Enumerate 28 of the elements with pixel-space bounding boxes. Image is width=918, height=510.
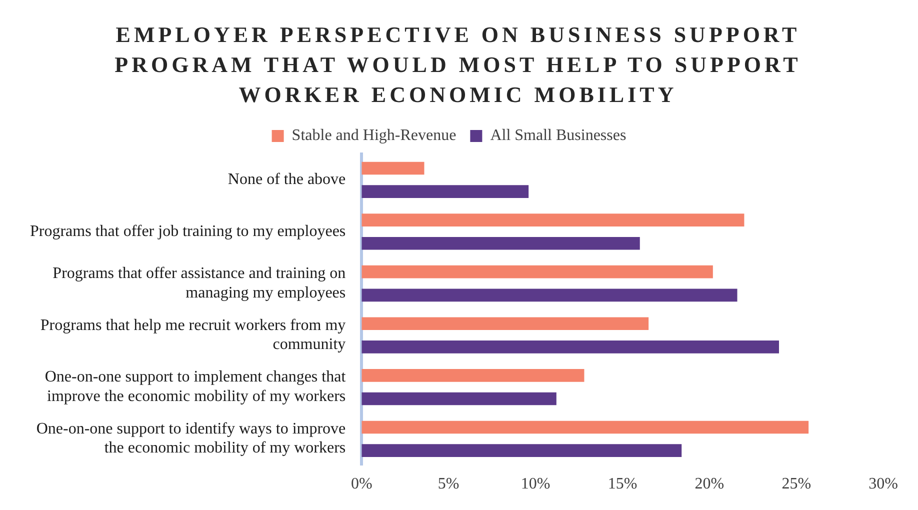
bar [362,392,556,406]
x-tick-label: 5% [438,476,460,493]
x-tick-label: 20% [694,476,724,493]
y-tick-label: Programs that offer assistance and training on managing my employees [52,265,346,302]
bar [362,369,584,382]
bar [362,444,682,457]
x-tick-label: 10% [520,476,550,493]
bar [362,214,744,226]
legend-label: All Small Businesses [490,127,626,144]
x-tick-label: 30% [868,476,898,493]
bar [362,340,779,354]
bar [362,185,529,198]
y-tick-label: None of the above [228,171,346,188]
x-tick-label: 25% [782,476,812,493]
bar [362,317,649,330]
y-tick-label: Programs that offer job training to my employees [30,222,346,240]
chart-title: EMPLOYER PERSPECTIVE ON BUSINESS SUPPORT PROGRAM THAT WOULD MOST HELP TO SUPPORT WORKER ECONOMIC MOBILITY [114,21,802,109]
bar [362,288,738,302]
x-tick-label: 15% [608,476,638,493]
bar [362,236,640,250]
legend-label: Stable and High-Revenue [292,127,456,144]
bar [362,420,809,434]
y-tick-label: Programs that help me recruit workers from my community [40,316,346,354]
bar [362,265,713,278]
y-tick-label: One-on-one support to implement changes that improve the economic mobility of my workers [44,368,346,405]
y-tick-label: One-on-one support to identify ways to improve the economic mobility of my workers [36,420,346,457]
bar [362,162,424,175]
x-tick-label: 0% [350,476,372,493]
